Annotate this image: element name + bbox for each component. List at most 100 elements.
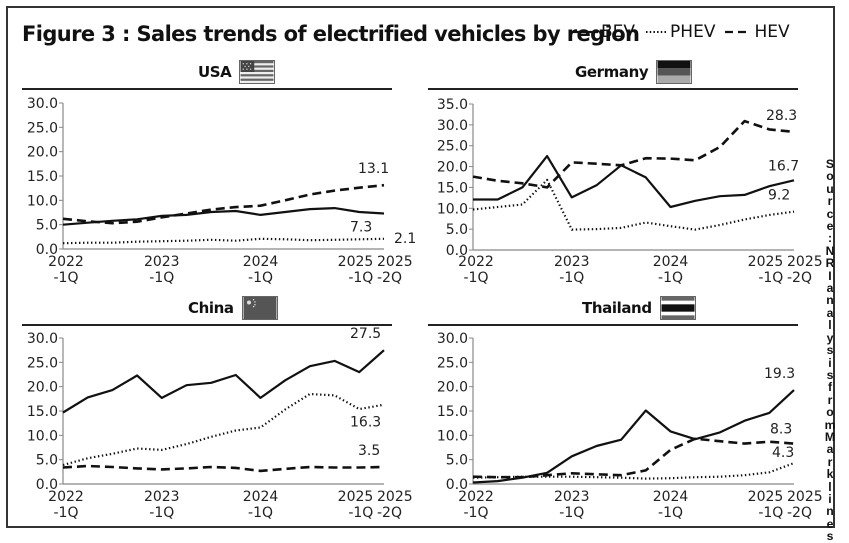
germany-flag-icon [656, 60, 693, 84]
source-char: y [826, 330, 834, 345]
source-char: r [827, 194, 833, 209]
x-tick-label: 2022 [458, 489, 494, 505]
source-char: n [826, 293, 834, 308]
x-tick-label-sub: -1Q [658, 270, 683, 286]
series-line-bev [62, 349, 385, 414]
legend: BEV PHEV HEV [572, 22, 790, 42]
source-char: l [828, 479, 832, 494]
source-char: e [826, 516, 834, 531]
source-char: M [824, 429, 836, 444]
x-tick-label: 2025 [787, 489, 823, 505]
legend-item-bev: BEV [572, 22, 635, 42]
y-tick-label: 5.0 [446, 453, 468, 469]
source-char: : [827, 231, 833, 246]
x-tick-label-sub: -1Q [348, 505, 373, 521]
source-char: I [828, 268, 832, 283]
source-char: i [828, 491, 832, 506]
y-tick-label: 10.0 [437, 201, 468, 217]
legend-item-hev: HEV [725, 22, 790, 42]
source-char: s [826, 343, 834, 358]
y-tick-label: 15.0 [437, 180, 468, 196]
x-tick-label: 2023 [144, 254, 180, 270]
end-value-label-phev: 9.2 [768, 188, 790, 204]
series-line-bev [472, 389, 795, 484]
y-tick-label: 0.0 [446, 477, 468, 493]
figure-title: Figure 3 : Sales trends of electrified v… [22, 22, 640, 46]
x-tick-label-sub: -1Q [464, 505, 489, 521]
x-tick-label-sub: -1Q [658, 505, 683, 521]
x-tick-label: 2023 [144, 489, 180, 505]
x-tick-label: 2025 [377, 489, 413, 505]
x-tick-label: 2023 [554, 254, 590, 270]
x-tick-label: 2022 [48, 489, 84, 505]
x-tick-label-sub: -2Q [787, 505, 812, 521]
source-char: f [827, 380, 833, 395]
region-name-thailand: Thailand [582, 299, 652, 317]
end-value-label-hev: 3.5 [358, 443, 380, 459]
y-tick-label: 30.0 [437, 118, 468, 134]
panel-rule-thailand [428, 324, 798, 326]
x-tick-label: 2022 [458, 254, 494, 270]
source-char: R [825, 256, 835, 271]
x-tick-label-sub: -2Q [787, 270, 812, 286]
chart-china: 0.05.010.015.020.025.030.02022-1Q2023-1Q… [27, 326, 413, 521]
x-tick-label: 2023 [554, 489, 590, 505]
end-value-label-hev: 28.3 [766, 108, 797, 124]
series-line-hev [472, 437, 795, 479]
x-tick-label: 2024 [243, 489, 279, 505]
end-value-label-phev: 4.3 [772, 445, 794, 461]
source-char: e [826, 219, 834, 234]
x-tick-label: 2025 [377, 254, 413, 270]
x-tick-label-sub: -1Q [559, 505, 584, 521]
x-tick-label: 2024 [653, 489, 689, 505]
legend-label-bev: BEV [601, 22, 636, 42]
x-tick-label-sub: -1Q [149, 270, 174, 286]
y-tick-label: 35.0 [437, 97, 468, 113]
end-value-label-bev: 16.7 [768, 158, 799, 174]
legend-label-hev: HEV [754, 22, 790, 42]
end-value-label-phev: 16.3 [350, 415, 381, 431]
y-tick-label: 5.0 [36, 453, 58, 469]
y-tick-label: 30.0 [437, 331, 468, 347]
usa-flag-icon [239, 60, 276, 84]
source-char: o [826, 405, 834, 420]
y-tick-label: 0.0 [36, 242, 58, 258]
panel-rule-usa [22, 88, 392, 90]
x-tick-label: 2025 [748, 254, 784, 270]
x-tick-label: 2024 [653, 254, 689, 270]
chart-usa: 0.05.010.015.020.025.030.02022-1Q2023-1Q… [27, 96, 416, 286]
panel-title-thailand: Thailand [582, 296, 696, 320]
series-line-hev [62, 464, 385, 473]
legend-item-phev: PHEV [645, 22, 715, 42]
region-name-china: China [188, 299, 234, 317]
source-char: o [826, 169, 834, 184]
x-tick-label-sub: -1Q [149, 505, 174, 521]
region-name-germany: Germany [575, 63, 649, 81]
y-tick-label: 25.0 [27, 355, 58, 371]
y-tick-label: 30.0 [27, 331, 58, 347]
x-tick-label-sub: -1Q [54, 505, 79, 521]
y-tick-label: 15.0 [27, 404, 58, 420]
chart-thailand: 0.05.010.015.020.025.030.02022-1Q2023-1Q… [437, 331, 823, 521]
y-tick-label: 15.0 [27, 169, 58, 185]
y-tick-label: 20.0 [27, 380, 58, 396]
source-char: k [826, 467, 834, 482]
source-char: i [828, 355, 832, 370]
x-tick-label: 2022 [48, 254, 84, 270]
source-char: n [826, 504, 834, 519]
source-char: a [826, 442, 834, 457]
series-line-phev [62, 392, 385, 467]
source-char: m [824, 417, 836, 432]
x-tick-label: 2025 [748, 489, 784, 505]
panel-title-usa: USA [198, 60, 276, 84]
source-char: r [827, 392, 833, 407]
series-line-phev [472, 462, 795, 480]
x-tick-label-sub: -1Q [54, 270, 79, 286]
region-name-usa: USA [198, 63, 232, 81]
x-tick-label: 2025 [338, 489, 374, 505]
panel-rule-germany [428, 88, 798, 90]
end-value-label-hev: 8.3 [770, 422, 792, 438]
x-tick-label-sub: -2Q [377, 505, 402, 521]
x-tick-label-sub: -1Q [758, 505, 783, 521]
y-tick-label: 0.0 [36, 477, 58, 493]
